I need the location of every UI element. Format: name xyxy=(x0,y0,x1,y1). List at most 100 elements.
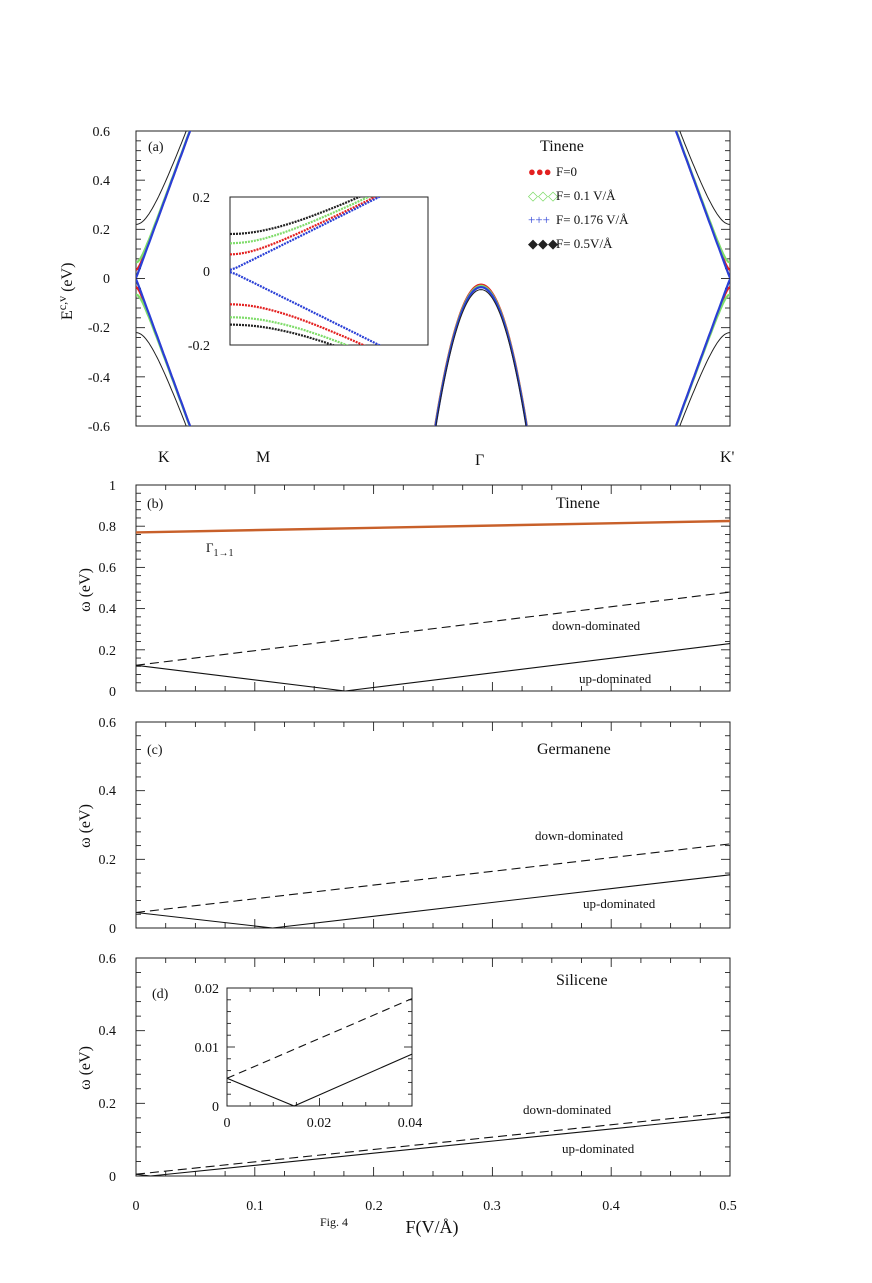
panel-a-band-curves xyxy=(136,131,730,426)
panel-b-ticks xyxy=(135,484,731,692)
panel-d-inset: 0.02 0.01 0 0 0.02 0.04 xyxy=(195,982,423,1131)
a-valence-1-0 xyxy=(136,293,191,426)
inset-d-ytick-0: 0.02 xyxy=(195,982,220,997)
panel-c-y-axis-label: ω (eV) xyxy=(77,804,94,848)
c-ytick-label-2: 0.2 xyxy=(99,853,117,868)
inset-a-ytick-1: 0 xyxy=(203,265,210,280)
b-annotation-gamma: Γ1→1 xyxy=(206,540,234,559)
panel-d: (d) Silicene ω (eV) 0.6 0.4 0.2 0 0 0.1 … xyxy=(77,952,737,1238)
panel-b: (b) Tinene ω (eV) 1 0.8 0.6 0.4 0.2 0 Γ1… xyxy=(77,479,731,700)
a-ytick-label-2: 0.2 xyxy=(93,223,111,238)
legend-marker-0: ●●● xyxy=(528,164,552,179)
inset-d-frame xyxy=(226,987,413,1107)
a-valence-2-0 xyxy=(136,278,192,426)
inset-a-ytick-0: 0.2 xyxy=(193,191,211,206)
d-inset-series-1 xyxy=(226,1053,413,1107)
a-xtick-Kprime: K' xyxy=(720,449,735,466)
a-conduction-1-1 xyxy=(675,131,730,264)
panel-d-y-axis-label: ω (eV) xyxy=(77,1046,94,1090)
panel-d-ticks xyxy=(135,957,731,1177)
b-annotation-up-dominated: up-dominated xyxy=(579,671,652,686)
a-valence-1-1 xyxy=(675,293,730,426)
legend-marker-1: ◇◇◇ xyxy=(528,188,558,203)
panel-c-title: Germanene xyxy=(537,741,611,758)
panel-3-series-1 xyxy=(135,1116,731,1177)
panel-a-frame xyxy=(135,130,731,427)
panel-a-inset: 0.2 0 -0.2 xyxy=(188,191,429,354)
legend-label-1: F= 0.1 V/Å xyxy=(556,188,616,203)
d-xtick-label-1: 0.1 xyxy=(246,1199,264,1214)
c-annotation-up-dominated: up-dominated xyxy=(583,896,656,911)
d-ytick-label-1: 0.4 xyxy=(99,1024,117,1039)
a-conduction-3-0 xyxy=(136,131,187,225)
legend-label-2: F= 0.176 V/Å xyxy=(556,212,629,227)
d-ytick-label-3: 0 xyxy=(109,1170,116,1185)
inset-d-xtick-1: 0.02 xyxy=(307,1116,332,1131)
a-inset-valence-1 xyxy=(230,316,350,345)
legend-label-0: F=0 xyxy=(556,164,577,179)
panel-1-series-0 xyxy=(135,519,731,534)
legend-label-3: F= 0.5V/Å xyxy=(556,236,613,251)
c-ytick-label-0: 0.6 xyxy=(99,716,117,731)
a-inset-conduction-1 xyxy=(230,197,371,245)
d-annotation-down-dominated: down-dominated xyxy=(523,1102,612,1117)
d-ytick-label-2: 0.2 xyxy=(99,1097,117,1112)
a-valence-2-1 xyxy=(674,278,730,426)
d-inset-series-0 xyxy=(226,998,413,1079)
legend-marker-2: +++ xyxy=(528,212,550,227)
a-valence-3-1 xyxy=(679,332,730,426)
a-ytick-label-4: -0.2 xyxy=(88,321,110,336)
panel-c-lines xyxy=(135,843,731,929)
a-inset-conduction-2 xyxy=(230,197,382,271)
d-xtick-label-3: 0.3 xyxy=(483,1199,501,1214)
panel-a-title: Tinene xyxy=(540,138,584,155)
c-ytick-label-3: 0 xyxy=(109,922,116,937)
a-inset-valence-0 xyxy=(230,303,366,345)
d-annotation-up-dominated: up-dominated xyxy=(562,1141,635,1156)
panel-c-label: (c) xyxy=(147,743,163,758)
a-conduction-1-0 xyxy=(136,131,191,264)
panel-1-series-1 xyxy=(135,591,731,666)
panel-b-title: Tinene xyxy=(556,495,600,512)
figure-caption: Fig. 4 xyxy=(320,1215,348,1229)
inset-d-ytick-2: 0 xyxy=(212,1100,219,1115)
b-ytick-label-1: 0.8 xyxy=(99,520,117,535)
b-annotation-down-dominated: down-dominated xyxy=(552,618,641,633)
a-xtick-Gamma: Γ xyxy=(475,452,484,469)
panel-2-series-1 xyxy=(135,874,731,929)
panel-b-lines xyxy=(135,519,731,692)
panel-a-label: (a) xyxy=(148,140,164,155)
d-xtick-label-0: 0 xyxy=(133,1199,140,1214)
a-gamma-band-3 xyxy=(435,289,527,426)
inset-a-ytick-2: -0.2 xyxy=(188,339,210,354)
panel-b-frame xyxy=(135,484,731,692)
a-ytick-label-3: 0 xyxy=(103,272,110,287)
panel-1-series-2 xyxy=(135,643,731,692)
c-ytick-label-1: 0.4 xyxy=(99,784,117,799)
b-ytick-label-3: 0.4 xyxy=(99,602,117,617)
a-inset-conduction-3 xyxy=(230,197,362,236)
d-xtick-label-2: 0.2 xyxy=(365,1199,383,1214)
a-xtick-K: K xyxy=(158,449,170,466)
panel-c: (c) Germanene ω (eV) 0.6 0.4 0.2 0 down-… xyxy=(77,716,731,937)
x-axis-label: F(V/Å) xyxy=(406,1217,459,1238)
a-conduction-3-1 xyxy=(679,131,730,225)
b-ytick-label-5: 0 xyxy=(109,685,116,700)
a-ytick-label-0: 0.6 xyxy=(93,125,111,140)
a-ytick-label-6: -0.6 xyxy=(88,420,110,435)
panel-2-series-0 xyxy=(135,843,731,914)
a-conduction-2-1 xyxy=(674,131,730,279)
a-gamma-band-2 xyxy=(434,285,528,426)
d-xtick-label-5: 0.5 xyxy=(719,1199,737,1214)
panel-b-y-axis-label: ω (eV) xyxy=(77,568,94,612)
c-annotation-down-dominated: down-dominated xyxy=(535,828,624,843)
panel-a-y-axis-label: Ec,v (eV) xyxy=(55,263,76,320)
panel-d-title: Silicene xyxy=(556,972,608,989)
panel-3-series-0 xyxy=(135,1111,731,1175)
a-conduction-2-0 xyxy=(136,131,192,279)
panel-a: (a) Tinene Ec,v (eV) 0.6 0.4 0.2 0 -0.2 … xyxy=(55,125,735,469)
a-xtick-M: M xyxy=(256,449,270,466)
panel-a-legend: ●●● F=0 ◇◇◇ F= 0.1 V/Å +++ F= 0.176 V/Å … xyxy=(528,164,629,251)
d-ytick-label-0: 0.6 xyxy=(99,952,117,967)
panel-a-y-ticks xyxy=(136,130,730,427)
